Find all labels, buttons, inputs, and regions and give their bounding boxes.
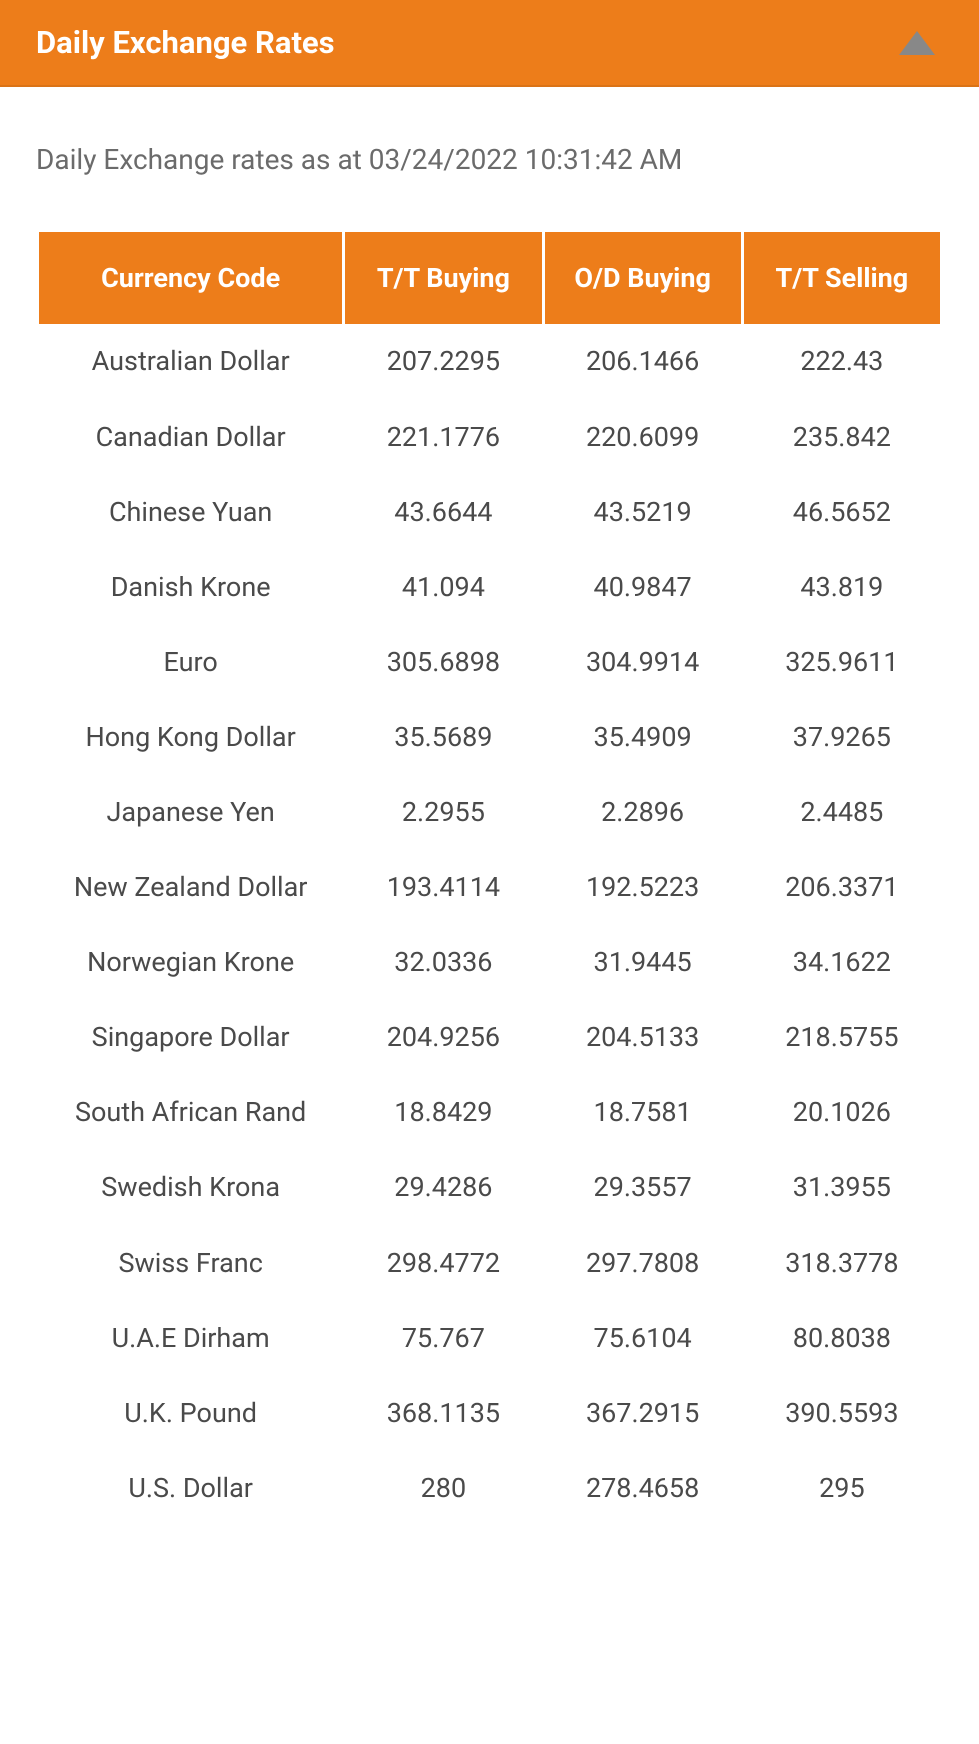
cell-value: 206.1466	[545, 324, 741, 399]
cell-value: 29.4286	[345, 1150, 541, 1225]
cell-value: 75.6104	[545, 1301, 741, 1376]
panel-title: Daily Exchange Rates	[36, 24, 335, 61]
cell-value: 43.819	[744, 550, 940, 625]
cell-value: 46.5652	[744, 475, 940, 550]
table-row: Canadian Dollar221.1776220.6099235.842	[39, 400, 940, 475]
cell-value: 75.767	[345, 1301, 541, 1376]
rates-table-body: Australian Dollar207.2295206.1466222.43C…	[39, 324, 940, 1526]
cell-value: 207.2295	[345, 324, 541, 399]
cell-value: 18.7581	[545, 1075, 741, 1150]
cell-currency: Danish Krone	[39, 550, 342, 625]
cell-value: 304.9914	[545, 625, 741, 700]
cell-value: 2.2896	[545, 775, 741, 850]
cell-value: 278.4658	[545, 1451, 741, 1526]
cell-currency: Japanese Yen	[39, 775, 342, 850]
timestamp-prefix: Daily Exchange rates as at	[36, 143, 369, 176]
cell-value: 35.5689	[345, 700, 541, 775]
cell-value: 325.9611	[744, 625, 940, 700]
cell-value: 318.3778	[744, 1226, 940, 1301]
cell-value: 18.8429	[345, 1075, 541, 1150]
cell-value: 29.3557	[545, 1150, 741, 1225]
table-row: Norwegian Krone32.033631.944534.1622	[39, 925, 940, 1000]
cell-value: 221.1776	[345, 400, 541, 475]
cell-currency: Swedish Krona	[39, 1150, 342, 1225]
cell-value: 193.4114	[345, 850, 541, 925]
cell-value: 31.9445	[545, 925, 741, 1000]
table-row: U.A.E Dirham75.76775.610480.8038	[39, 1301, 940, 1376]
table-row: Euro305.6898304.9914325.9611	[39, 625, 940, 700]
cell-value: 34.1622	[744, 925, 940, 1000]
timestamp-line: Daily Exchange rates as at 03/24/2022 10…	[36, 143, 943, 176]
cell-value: 2.4485	[744, 775, 940, 850]
cell-currency: U.A.E Dirham	[39, 1301, 342, 1376]
col-currency-code: Currency Code	[39, 232, 342, 324]
cell-value: 2.2955	[345, 775, 541, 850]
cell-currency: Norwegian Krone	[39, 925, 342, 1000]
cell-currency: South African Rand	[39, 1075, 342, 1150]
cell-value: 204.5133	[545, 1000, 741, 1075]
cell-currency: Canadian Dollar	[39, 400, 342, 475]
table-row: South African Rand18.842918.758120.1026	[39, 1075, 940, 1150]
table-row: Singapore Dollar204.9256204.5133218.5755	[39, 1000, 940, 1075]
cell-value: 20.1026	[744, 1075, 940, 1150]
cell-value: 368.1135	[345, 1376, 541, 1451]
table-row: Swedish Krona29.428629.355731.3955	[39, 1150, 940, 1225]
cell-value: 218.5755	[744, 1000, 940, 1075]
cell-value: 297.7808	[545, 1226, 741, 1301]
table-row: Swiss Franc298.4772297.7808318.3778	[39, 1226, 940, 1301]
cell-value: 35.4909	[545, 700, 741, 775]
cell-currency: Swiss Franc	[39, 1226, 342, 1301]
table-row: U.S. Dollar280278.4658295	[39, 1451, 940, 1526]
table-row: Australian Dollar207.2295206.1466222.43	[39, 324, 940, 399]
cell-value: 206.3371	[744, 850, 940, 925]
col-od-buying: O/D Buying	[545, 232, 741, 324]
rates-table-head: Currency Code T/T Buying O/D Buying T/T …	[39, 232, 940, 324]
cell-value: 41.094	[345, 550, 541, 625]
cell-value: 235.842	[744, 400, 940, 475]
cell-value: 37.9265	[744, 700, 940, 775]
cell-value: 305.6898	[345, 625, 541, 700]
cell-currency: Australian Dollar	[39, 324, 342, 399]
cell-value: 222.43	[744, 324, 940, 399]
table-row: Chinese Yuan43.664443.521946.5652	[39, 475, 940, 550]
col-tt-buying: T/T Buying	[345, 232, 541, 324]
cell-currency: Singapore Dollar	[39, 1000, 342, 1075]
table-row: Hong Kong Dollar35.568935.490937.9265	[39, 700, 940, 775]
table-row: Japanese Yen2.29552.28962.4485	[39, 775, 940, 850]
cell-value: 40.9847	[545, 550, 741, 625]
table-row: U.K. Pound368.1135367.2915390.5593	[39, 1376, 940, 1451]
cell-value: 31.3955	[744, 1150, 940, 1225]
rates-table: Currency Code T/T Buying O/D Buying T/T …	[36, 232, 943, 1526]
cell-value: 43.6644	[345, 475, 541, 550]
cell-value: 220.6099	[545, 400, 741, 475]
cell-value: 295	[744, 1451, 940, 1526]
panel-header[interactable]: Daily Exchange Rates	[0, 0, 979, 87]
col-tt-selling: T/T Selling	[744, 232, 940, 324]
table-row: New Zealand Dollar193.4114192.5223206.33…	[39, 850, 940, 925]
cell-value: 32.0336	[345, 925, 541, 1000]
collapse-up-icon[interactable]	[899, 31, 935, 55]
cell-value: 204.9256	[345, 1000, 541, 1075]
panel-content: Daily Exchange rates as at 03/24/2022 10…	[0, 87, 979, 1566]
cell-currency: U.S. Dollar	[39, 1451, 342, 1526]
cell-value: 298.4772	[345, 1226, 541, 1301]
cell-value: 80.8038	[744, 1301, 940, 1376]
cell-value: 43.5219	[545, 475, 741, 550]
cell-value: 280	[345, 1451, 541, 1526]
cell-currency: U.K. Pound	[39, 1376, 342, 1451]
cell-currency: Hong Kong Dollar	[39, 700, 342, 775]
cell-value: 367.2915	[545, 1376, 741, 1451]
cell-currency: Euro	[39, 625, 342, 700]
cell-value: 192.5223	[545, 850, 741, 925]
timestamp-value: 03/24/2022 10:31:42 AM	[369, 143, 683, 176]
table-row: Danish Krone41.09440.984743.819	[39, 550, 940, 625]
cell-value: 390.5593	[744, 1376, 940, 1451]
cell-currency: New Zealand Dollar	[39, 850, 342, 925]
cell-currency: Chinese Yuan	[39, 475, 342, 550]
